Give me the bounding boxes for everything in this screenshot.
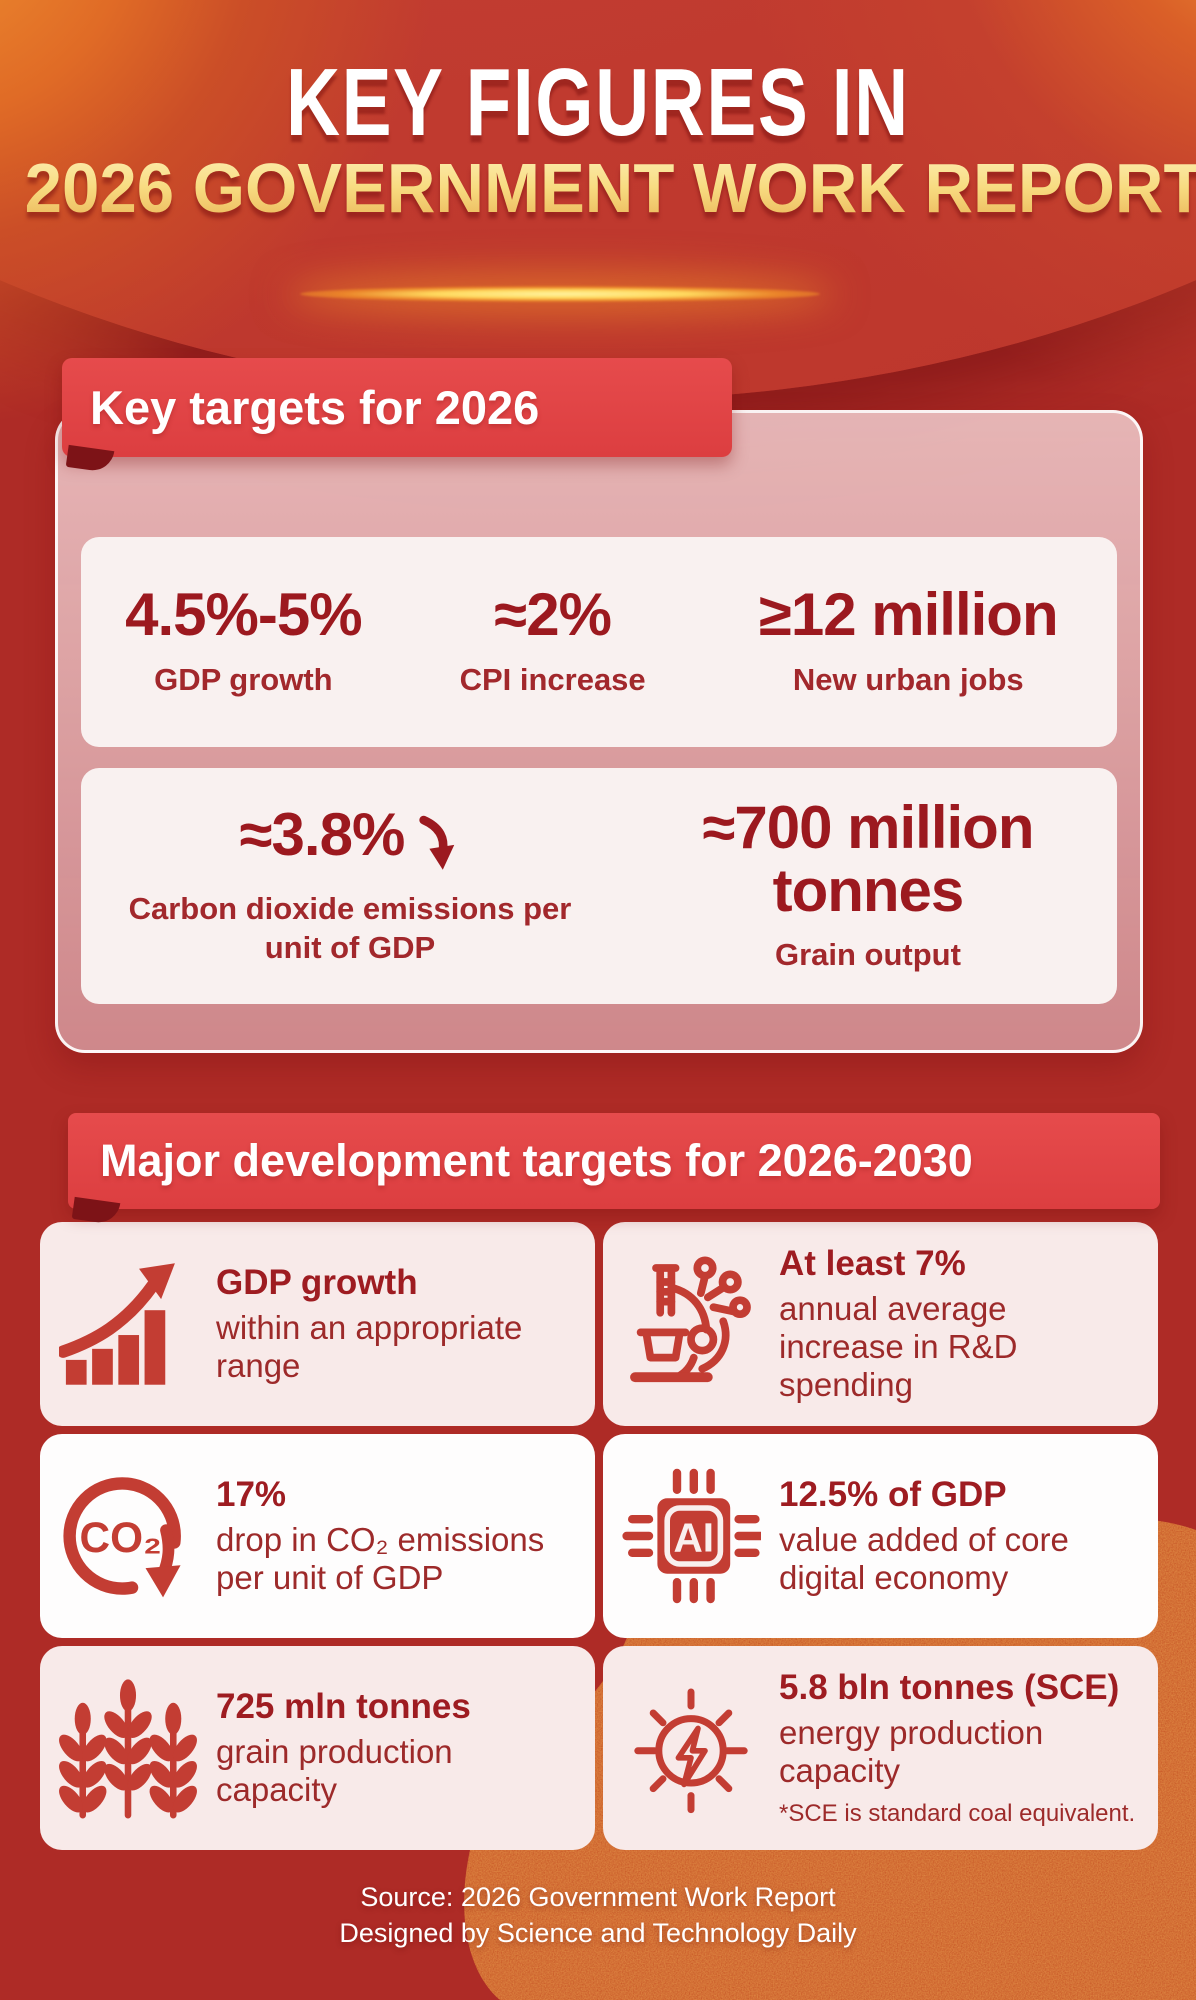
key-targets-panel: 4.5%-5% GDP growth ≈2% CPI increase ≥12 … xyxy=(55,410,1143,1053)
target-card-grain-title: 725 mln tonnes xyxy=(216,1686,471,1726)
major-targets-grid: GDP growth within an appropriate range xyxy=(40,1222,1158,1850)
major-targets-section-label: Major development targets for 2026-2030 xyxy=(68,1113,1160,1209)
target-card-energy-capacity: 5.8 bln tonnes (SCE) energy production c… xyxy=(603,1646,1158,1850)
target-card-gdp-growth: GDP growth within an appropriate range xyxy=(40,1222,595,1426)
source-line: Source: 2026 Government Work Report xyxy=(360,1882,836,1912)
energy-icon xyxy=(603,1678,779,1818)
target-card-co2-title: 17% xyxy=(216,1474,287,1514)
key-targets-label-text: Key targets for 2026 xyxy=(90,381,540,434)
ai-chip-icon: AI xyxy=(603,1466,779,1606)
stat-gdp-growth: 4.5%-5% GDP growth xyxy=(81,584,406,699)
target-card-rnd-spending: At least 7% annual average increase in R… xyxy=(603,1222,1158,1426)
target-card-rnd-desc: annual average increase in R&D spending xyxy=(779,1289,1018,1404)
key-targets-section-label: Key targets for 2026 xyxy=(62,358,732,457)
stat-new-urban-jobs: ≥12 million New urban jobs xyxy=(700,584,1118,699)
target-card-rnd-title: At least 7% xyxy=(779,1243,966,1283)
stat-gdp-growth-value: 4.5%-5% xyxy=(125,581,362,649)
target-card-gdp-growth-desc: within an appropriate range xyxy=(216,1308,523,1384)
stat-grain-output-value-line2: tonnes xyxy=(772,856,965,924)
target-card-co2-desc: drop in CO₂ emissions per unit of GDP xyxy=(216,1520,545,1596)
target-card-co2-drop: CO₂ 17% drop in CO₂ emissions per unit o… xyxy=(40,1434,595,1638)
designer-line: Designed by Science and Technology Daily xyxy=(339,1917,857,1948)
growth-chart-icon xyxy=(40,1255,216,1393)
key-targets-row2-card: ≈3.8% Carbon dioxide emissions per unit … xyxy=(81,768,1117,1004)
stat-carbon-emissions: ≈3.8% Carbon dioxide emissions per unit … xyxy=(81,801,619,968)
stat-new-urban-jobs-label: New urban jobs xyxy=(792,661,1024,697)
key-targets-row1-card: 4.5%-5% GDP growth ≈2% CPI increase ≥12 … xyxy=(81,537,1117,747)
target-card-energy-desc: energy production capacity xyxy=(779,1713,1044,1789)
target-card-grain-desc: grain production capacity xyxy=(216,1732,453,1808)
microscope-icon xyxy=(603,1254,779,1394)
stat-grain-output-value-line1: ≈700 million xyxy=(702,794,1034,862)
stat-gdp-growth-label: GDP growth xyxy=(154,661,333,697)
target-card-gdp-growth-title: GDP growth xyxy=(216,1262,418,1302)
stat-grain-output: ≈700 million tonnes Grain output xyxy=(619,794,1117,975)
co2-icon: CO₂ xyxy=(40,1463,216,1609)
source-credit: Source: 2026 Government Work Report Desi… xyxy=(0,1880,1196,1951)
target-card-digital-title: 12.5% of GDP xyxy=(779,1474,1007,1514)
stat-grain-output-label: Grain output xyxy=(774,937,961,973)
stat-new-urban-jobs-value: ≥12 million xyxy=(758,581,1059,649)
stat-grain-output-value: ≈700 million tonnes xyxy=(619,794,1117,924)
page-title: KEY FIGURES IN xyxy=(286,49,910,156)
target-card-digital-economy: AI 12.5% of GDP value added of core digi… xyxy=(603,1434,1158,1638)
page-subtitle: 2026 GOVERNMENT WORK REPORT xyxy=(25,148,1196,228)
major-targets-label-text: Major development targets for 2026-2030 xyxy=(100,1135,973,1186)
stat-cpi-increase-label: CPI increase xyxy=(459,661,646,697)
stat-carbon-emissions-label: Carbon dioxide emissions per unit of GDP xyxy=(128,891,572,965)
sce-footnote: *SCE is standard coal equivalent. xyxy=(779,1800,1136,1828)
gold-divider-glow xyxy=(300,286,820,302)
target-card-digital-desc: value added of core digital economy xyxy=(779,1520,1069,1596)
ai-chip-icon-text: AI xyxy=(674,1514,715,1560)
stat-cpi-increase: ≈2% CPI increase xyxy=(406,584,700,699)
stat-cpi-increase-value: ≈2% xyxy=(494,581,612,649)
target-card-energy-title: 5.8 bln tonnes (SCE) xyxy=(779,1667,1120,1707)
target-card-grain-capacity: 725 mln tonnes grain production capacity xyxy=(40,1646,595,1850)
down-arrow-icon xyxy=(419,815,455,871)
stat-carbon-emissions-value: ≈3.8% xyxy=(239,801,406,869)
wheat-icon xyxy=(40,1675,216,1821)
co2-icon-text: CO₂ xyxy=(80,1514,162,1561)
